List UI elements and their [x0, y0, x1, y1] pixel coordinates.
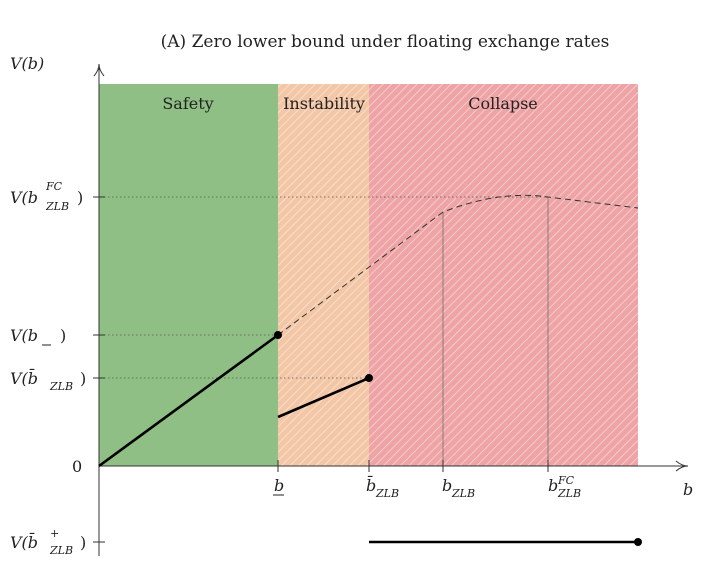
origin-label: 0	[72, 457, 82, 476]
marker-bbar-zlb	[365, 374, 373, 382]
region-label-collapse: Collapse	[468, 94, 538, 113]
svg-text:ZLB: ZLB	[375, 487, 399, 500]
svg-text:V(b: V(b	[10, 326, 38, 345]
svg-text:FC: FC	[45, 180, 63, 193]
x-axis-label: b	[683, 480, 693, 499]
y-tick-label-vbbar: V(b̄ ZLB )	[10, 367, 86, 393]
x-tick-label-b-zlb: b ZLB	[442, 476, 475, 500]
y-tick-label-vb-under: V(b )	[10, 326, 66, 346]
svg-text:FC: FC	[557, 474, 575, 487]
marker-collapse-end	[634, 538, 642, 546]
y-tick-label-vfc: V(b FC ZLB )	[10, 180, 83, 213]
region-label-safety: Safety	[162, 94, 213, 113]
svg-text:ZLB: ZLB	[49, 544, 73, 557]
x-tick-label-b-fc: b FC ZLB	[548, 474, 581, 500]
x-tick-label-bbar-zlb: b̄ ZLB	[366, 474, 399, 500]
region-collapse-hatch	[369, 84, 638, 466]
svg-text:b: b	[442, 476, 452, 495]
marker-b-under	[274, 331, 282, 339]
y-axis-label: V(b)	[10, 54, 44, 73]
svg-text:V(b̄: V(b̄	[10, 367, 38, 388]
svg-text:b: b	[274, 476, 284, 495]
x-tick-label-b-under: b	[273, 476, 284, 496]
svg-text:ZLB: ZLB	[45, 200, 69, 213]
region-instability-hatch	[278, 84, 369, 466]
svg-text:V(b: V(b	[10, 188, 38, 207]
svg-text:b̄: b̄	[366, 474, 376, 495]
svg-text:): )	[80, 533, 86, 552]
y-tick-label-vbbar-plus: V(b̄ + ZLB )	[10, 527, 86, 557]
svg-text:b: b	[548, 476, 558, 495]
svg-text:V(b̄: V(b̄	[10, 531, 38, 552]
svg-text:ZLB: ZLB	[451, 487, 475, 500]
curve-safety	[98, 333, 279, 468]
region-label-instability: Instability	[283, 94, 365, 113]
x-axis-arrow	[675, 460, 689, 472]
curve-dashed-continuation	[277, 194, 639, 336]
curve-instability	[277, 376, 370, 419]
svg-text:ZLB: ZLB	[49, 380, 73, 393]
svg-text:ZLB: ZLB	[557, 487, 581, 500]
svg-text:): )	[80, 369, 86, 388]
svg-text:): )	[60, 326, 66, 345]
y-axis-arrow	[93, 63, 105, 77]
svg-text:): )	[77, 188, 83, 207]
figure-title: (A) Zero lower bound under floating exch…	[161, 32, 610, 52]
svg-text:+: +	[50, 527, 59, 540]
region-safety	[99, 84, 278, 466]
